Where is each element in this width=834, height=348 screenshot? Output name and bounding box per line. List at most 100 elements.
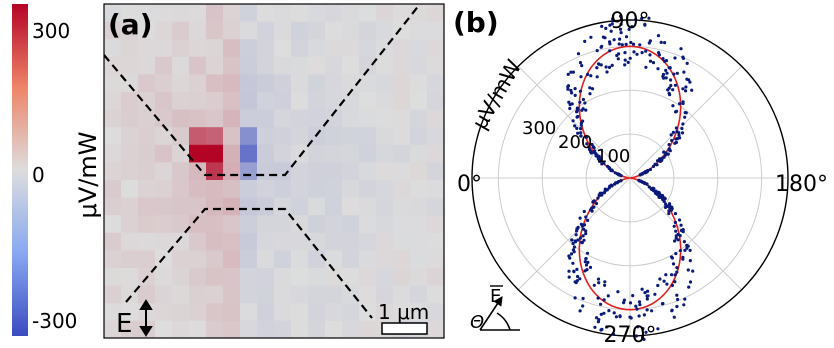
heatmap-cell: [155, 74, 173, 93]
heatmap-cell: [376, 56, 394, 75]
heatmap-cell: [427, 109, 444, 128]
heatmap-cell: [172, 127, 190, 146]
heatmap-cell: [121, 197, 139, 216]
data-point: [672, 315, 676, 319]
heatmap-cell: [359, 92, 377, 111]
data-point: [578, 236, 583, 240]
data-point: [670, 308, 674, 312]
heatmap-cell: [427, 74, 444, 93]
data-point: [595, 49, 599, 53]
heatmap-cell: [325, 180, 343, 199]
data-point: [576, 131, 580, 135]
heatmap-cell: [291, 285, 309, 304]
heatmap-hotspot-cell: [240, 127, 258, 146]
heatmap-cell: [223, 21, 241, 40]
data-point: [677, 218, 682, 222]
data-point: [647, 41, 651, 45]
polar-points: [566, 14, 695, 341]
heatmap-cell: [427, 21, 444, 40]
data-point: [575, 126, 579, 130]
data-point: [690, 88, 694, 92]
data-point: [664, 59, 669, 63]
heatmap-cell: [206, 215, 224, 234]
data-point: [657, 51, 661, 55]
heatmap-cell: [155, 109, 173, 128]
data-point: [589, 151, 594, 155]
heatmap-cell: [189, 303, 207, 322]
heatmap-cell: [172, 250, 190, 269]
data-point: [675, 304, 679, 309]
heatmap-cell: [257, 109, 275, 128]
heatmap-cell: [308, 162, 326, 181]
data-point: [637, 314, 641, 318]
heatmap-cell: [359, 268, 377, 287]
heatmap-cell: [206, 109, 224, 128]
heatmap-cell: [376, 21, 394, 40]
heatmap-cell: [410, 162, 428, 181]
radial-axis-label: μV/mW: [468, 55, 527, 133]
data-point: [646, 294, 650, 298]
heatmap-cell: [342, 232, 360, 251]
data-point: [673, 273, 677, 277]
data-point: [671, 262, 676, 266]
heatmap-cell: [172, 162, 190, 181]
heatmap-cell: [274, 74, 292, 93]
field-label-E: E: [116, 309, 132, 339]
heatmap-cell: [223, 303, 241, 322]
data-point: [648, 59, 653, 63]
data-point: [567, 275, 571, 279]
data-point: [578, 89, 583, 93]
heatmap-cell: [359, 127, 377, 146]
heatmap-cell: [291, 303, 309, 322]
heatmap-cell: [257, 250, 275, 269]
data-point: [596, 196, 600, 200]
data-point: [579, 134, 583, 138]
heatmap-cell: [274, 320, 292, 338]
heatmap-cell: [155, 285, 173, 304]
heatmap-cell: [393, 21, 411, 40]
heatmap-cell: [308, 180, 326, 199]
colorbar-gradient: [12, 4, 28, 336]
data-point: [569, 252, 574, 256]
heatmap-cell: [376, 109, 394, 128]
heatmap-cell: [376, 180, 394, 199]
data-point: [594, 201, 599, 206]
heatmap-cell: [206, 74, 224, 93]
heatmap-cell: [325, 162, 343, 181]
heatmap-cell: [240, 109, 258, 128]
heatmap-cell: [138, 74, 156, 93]
heatmap-cell: [257, 180, 275, 199]
heatmap-cell: [427, 4, 444, 23]
data-point: [674, 137, 678, 141]
data-point: [581, 97, 586, 102]
heatmap-cell: [155, 39, 173, 58]
heatmap-cell: [121, 21, 139, 40]
heatmap-cell: [410, 285, 428, 304]
heatmap-cell: [189, 215, 207, 234]
heatmap-cell: [393, 250, 411, 269]
heatmap-cell: [342, 39, 360, 58]
data-point: [651, 164, 656, 168]
heatmap-cell: [359, 4, 377, 23]
data-point: [608, 23, 612, 27]
heatmap-cell: [206, 39, 224, 58]
heatmap-cell: [291, 39, 309, 58]
heatmap-cell: [121, 39, 139, 58]
data-point: [684, 85, 688, 89]
heatmap-cell: [121, 180, 139, 199]
data-point: [683, 297, 687, 301]
heatmap-cell: [410, 92, 428, 111]
heatmap-hotspot-cell: [206, 162, 224, 181]
heatmap-cell: [257, 21, 275, 40]
heatmap-cell: [342, 197, 360, 216]
heatmap-cell: [172, 285, 190, 304]
data-point: [584, 215, 588, 219]
heatmap-cell: [223, 74, 241, 93]
data-point: [685, 61, 689, 65]
heatmap-cell: [240, 39, 258, 58]
heatmap-cell: [206, 21, 224, 40]
data-point: [579, 75, 583, 79]
data-point: [685, 246, 689, 250]
data-point: [681, 122, 685, 126]
data-point: [640, 287, 644, 291]
